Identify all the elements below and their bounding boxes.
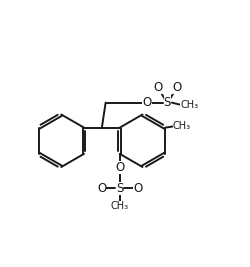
Text: O: O xyxy=(172,81,182,94)
Text: O: O xyxy=(142,96,152,109)
Text: O: O xyxy=(115,161,124,174)
Text: S: S xyxy=(164,96,171,109)
Text: S: S xyxy=(116,182,124,195)
Text: CH₃: CH₃ xyxy=(173,121,191,131)
Text: O: O xyxy=(97,182,106,195)
Text: O: O xyxy=(133,182,142,195)
Text: CH₃: CH₃ xyxy=(111,201,129,211)
Text: CH₃: CH₃ xyxy=(180,100,198,110)
Text: O: O xyxy=(153,81,162,94)
